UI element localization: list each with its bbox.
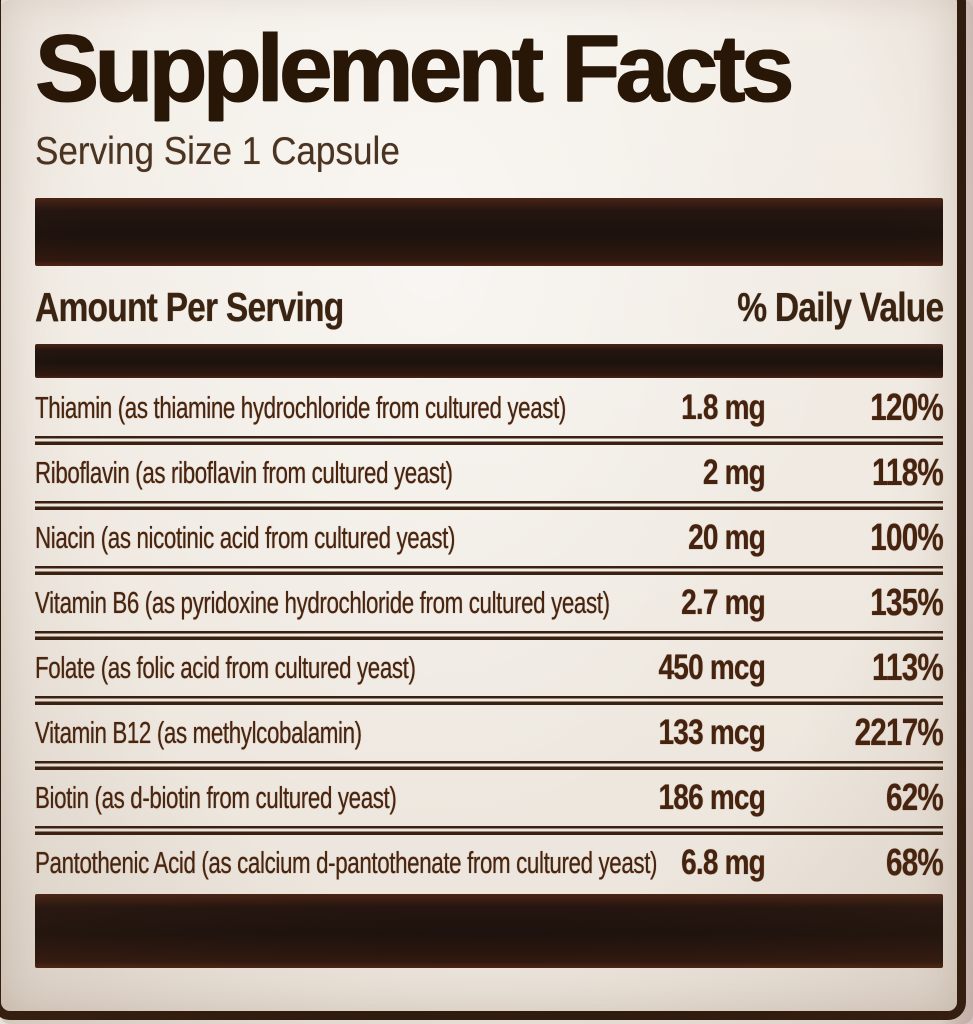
divider-bar-top (35, 198, 943, 267)
panel-title: Supplement Facts (35, 15, 794, 122)
nutrient-daily-value: 100% (870, 516, 943, 559)
nutrient-name: Thiamin (as thiamine hydrochloride from … (35, 390, 566, 426)
divider-bar-header (35, 344, 943, 379)
table-row: Niacin (as nicotinic acid from cultured … (35, 510, 944, 566)
nutrient-amount: 133 mcg (658, 713, 766, 753)
column-header-row: Amount Per Serving % Daily Value (35, 270, 944, 344)
nutrient-amount: 186 mcg (658, 778, 766, 818)
row-separator (35, 826, 943, 836)
row-separator (35, 501, 943, 511)
nutrient-amount: 2.7 mg (681, 583, 766, 623)
nutrient-name: Biotin (as d-biotin from cultured yeast) (35, 780, 397, 816)
row-separator (35, 566, 943, 576)
nutrient-amount: 20 mg (688, 518, 766, 558)
nutrient-name: Vitamin B6 (as pyridoxine hydrochloride … (35, 585, 610, 621)
nutrient-amount: 1.8 mg (681, 388, 766, 428)
nutrient-table: Thiamin (as thiamine hydrochloride from … (35, 380, 944, 891)
nutrient-amount: 6.8 mg (681, 843, 766, 883)
nutrient-daily-value: 62% (886, 776, 944, 819)
table-row: Thiamin (as thiamine hydrochloride from … (35, 380, 944, 436)
table-row: Vitamin B6 (as pyridoxine hydrochloride … (35, 575, 944, 631)
nutrient-amount: 2 mg (702, 453, 766, 493)
nutrient-name: Riboflavin (as riboflavin from cultured … (35, 455, 453, 491)
row-separator (35, 436, 943, 446)
nutrient-name: Niacin (as nicotinic acid from cultured … (35, 520, 456, 556)
table-row: Vitamin B12 (as methylcobalamin) 133 mcg… (35, 705, 944, 761)
row-separator (35, 631, 943, 641)
nutrient-daily-value: 118% (871, 451, 944, 494)
nutrient-name: Pantothenic Acid (as calcium d-pantothen… (35, 845, 658, 881)
table-row: Biotin (as d-biotin from cultured yeast)… (35, 770, 944, 826)
amount-per-serving-header: Amount Per Serving (35, 283, 344, 330)
table-row: Folate (as folic acid from cultured yeas… (35, 640, 944, 696)
nutrient-name: Folate (as folic acid from cultured yeas… (35, 650, 416, 686)
daily-value-header: % Daily Value (736, 283, 944, 330)
table-row: Riboflavin (as riboflavin from cultured … (35, 445, 944, 501)
row-separator (35, 696, 943, 706)
serving-size-text: Serving Size 1 Capsule (35, 130, 400, 174)
nutrient-daily-value: 2217% (854, 711, 944, 754)
divider-bar-bottom (35, 894, 943, 969)
nutrient-daily-value: 113% (871, 646, 944, 689)
nutrient-daily-value: 68% (886, 841, 944, 884)
nutrient-name: Vitamin B12 (as methylcobalamin) (35, 715, 362, 751)
nutrient-daily-value: 120% (870, 386, 943, 429)
nutrient-daily-value: 135% (870, 581, 943, 624)
table-row: Pantothenic Acid (as calcium d-pantothen… (35, 835, 944, 891)
nutrient-amount: 450 mcg (658, 648, 766, 688)
row-separator (35, 761, 943, 771)
